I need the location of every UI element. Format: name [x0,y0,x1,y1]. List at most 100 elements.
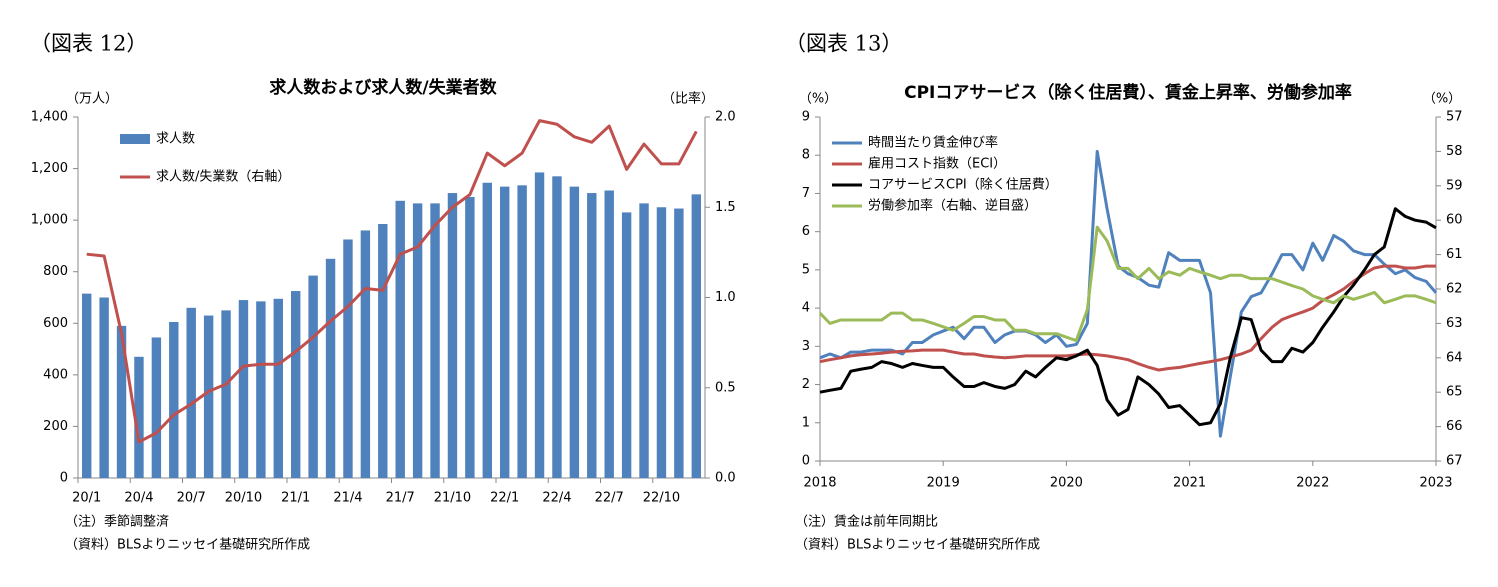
bar [308,275,318,478]
bar [447,193,458,478]
figure-label: （図表 12） [30,32,147,56]
line-series [819,149,1438,438]
x-tick-label: 2020 [1050,476,1083,491]
legend-label: コアサービスCPI（除く住居費） [868,178,1058,193]
bar [604,190,614,478]
line-series [819,207,1437,427]
y-tick-label: 200 [43,419,68,434]
y-tick-label: 1,000 [31,213,68,228]
y-tick-label: 5 [802,262,810,277]
bar [552,176,562,479]
y-tick-label: 400 [43,367,68,382]
y-axis-unit: （万人） [66,92,118,107]
figure-label: （図表 13） [785,32,902,56]
y-tick-label: 800 [43,264,68,279]
bar [656,207,667,478]
y2-tick-label: 63 [1446,316,1463,331]
bar [587,193,597,478]
bar [465,196,475,478]
bar [238,300,249,478]
x-tick-label: 20/1 [72,491,101,506]
bar [430,203,440,478]
x-tick-label: 22/7 [595,491,624,506]
bar [325,258,336,478]
bar [256,301,266,478]
x-tick-label: 2021 [1173,476,1206,491]
bar [273,298,283,478]
y-tick-label: 1 [802,415,810,430]
bar [134,356,144,478]
y2-tick-label: 0.5 [715,380,736,395]
y-axis-unit: （%） [799,92,837,107]
bar [151,337,162,478]
x-tick-label: 2022 [1296,476,1329,491]
x-tick-label: 21/4 [333,491,362,506]
y2-tick-label: 61 [1446,247,1463,262]
bar [221,310,231,478]
y-tick-label: 7 [802,186,810,201]
bar [569,186,580,478]
x-tick-label: 20/7 [177,491,206,506]
bar [534,172,545,479]
bar [99,297,109,478]
y2-tick-label: 2.0 [715,110,736,125]
x-tick-label: 20/10 [225,491,262,506]
bar [691,194,701,478]
y2-tick-label: 66 [1446,419,1463,434]
x-tick-label: 2023 [1419,476,1452,491]
legend-label: 求人数/失業数（右軸） [156,169,290,185]
y2-tick-label: 58 [1446,144,1463,159]
legend-label: 雇用コスト指数（ECI） [868,156,1006,172]
y2-tick-label: 57 [1446,110,1463,125]
legend-label: 時間当たり賃金伸び率 [868,135,998,151]
note: （資料）BLSよりニッセイ基礎研究所作成 [795,538,1040,553]
bar [621,212,632,478]
y2-tick-label: 60 [1446,213,1463,228]
y-tick-label: 600 [43,316,68,331]
bar [203,315,214,478]
legend-swatch [120,134,150,144]
bar [674,208,684,478]
y-tick-label: 1,400 [31,110,68,125]
bar [517,185,527,478]
y2-axis-unit: （%） [1423,92,1461,107]
bar [360,230,371,478]
legend-label: 求人数 [156,132,195,147]
x-tick-label: 21/1 [281,491,310,506]
bar [169,321,179,478]
y-tick-label: 2 [802,377,810,392]
bar [482,182,492,478]
x-tick-label: 22/10 [643,491,680,506]
legend-label: 労働参加率（右軸、逆目盛） [868,198,1037,214]
note: （資料）BLSよりニッセイ基礎研究所作成 [65,538,310,553]
x-tick-label: 2019 [927,476,960,491]
bar [395,200,405,478]
note: （注）賃金は前年同期比 [795,514,938,530]
x-tick-label: 22/1 [490,491,519,506]
bar [412,203,423,478]
y2-tick-label: 1.0 [715,290,736,305]
bar [639,203,649,478]
y2-axis-unit: （比率） [662,91,714,107]
y-tick-label: 0 [802,454,810,469]
bar [500,186,510,478]
y2-tick-label: 62 [1446,282,1463,297]
x-tick-label: 21/10 [434,491,471,506]
y2-tick-label: 67 [1446,454,1463,469]
y-tick-label: 4 [802,301,810,316]
y2-tick-label: 0.0 [715,471,736,486]
y-tick-label: 6 [802,224,810,239]
note: （注）季節調整済 [65,514,169,530]
bar [291,291,301,478]
y-tick-label: 1,200 [31,161,68,176]
x-tick-label: 20/4 [124,491,153,506]
bar [343,239,353,478]
y-tick-label: 9 [802,110,810,125]
line-series [819,264,1436,372]
y-tick-label: 8 [802,148,810,163]
y2-tick-label: 65 [1446,385,1463,400]
y2-tick-label: 1.5 [715,200,736,215]
x-tick-label: 21/7 [386,491,415,506]
bar [378,224,388,478]
